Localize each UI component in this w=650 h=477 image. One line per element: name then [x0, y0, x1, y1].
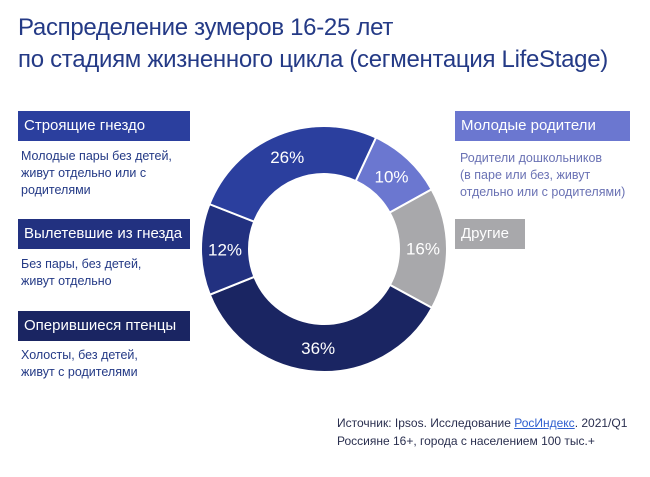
legend-desc-young-parents: Родители дошкольников (в паре или без, ж… [460, 151, 626, 199]
donut-label-other: 16% [406, 240, 440, 259]
legend-tag-nest-building: Строящие гнездо [18, 111, 190, 141]
donut-label-young-parents: 10% [375, 168, 409, 187]
legend-tag-young-parents: Молодые родители [455, 111, 630, 141]
donut-label-nest-building: 26% [270, 148, 304, 167]
legend-desc-fledglings: Холосты, без детей, живут с родителями [21, 348, 138, 379]
chart-title-line2: по стадиям жизненного цикла (сегментация… [18, 46, 608, 73]
chart-title-line1: Распределение зумеров 16-25 лет [18, 14, 394, 41]
source-line2: Россияне 16+, города с населением 100 ты… [337, 434, 595, 448]
donut-label-fledglings: 36% [301, 339, 335, 358]
donut-slice-fledglings [208, 275, 434, 373]
legend-tag-other: Другие [455, 219, 525, 249]
donut-slice-nest-building [208, 125, 378, 223]
chart-title: Распределение зумеров 16-25 лет по стади… [18, 12, 608, 76]
legend-desc-nest-building: Молодые пары без детей, живут отдельно и… [21, 149, 172, 197]
legend-desc-left-nest: Без пары, без детей, живут отдельно [21, 257, 142, 288]
legend-tag-fledglings: Оперившиеся птенцы [18, 311, 190, 341]
legend-tag-left-nest: Вылетевшие из гнезда [18, 219, 190, 249]
rosindex-link[interactable]: РосИндекс [514, 416, 575, 430]
source-note: Источник: Ipsos. Исследование РосИндекс.… [337, 414, 627, 450]
source-line1: Источник: Ipsos. Исследование РосИндекс.… [337, 416, 628, 430]
donut-label-left-nest: 12% [208, 240, 242, 259]
